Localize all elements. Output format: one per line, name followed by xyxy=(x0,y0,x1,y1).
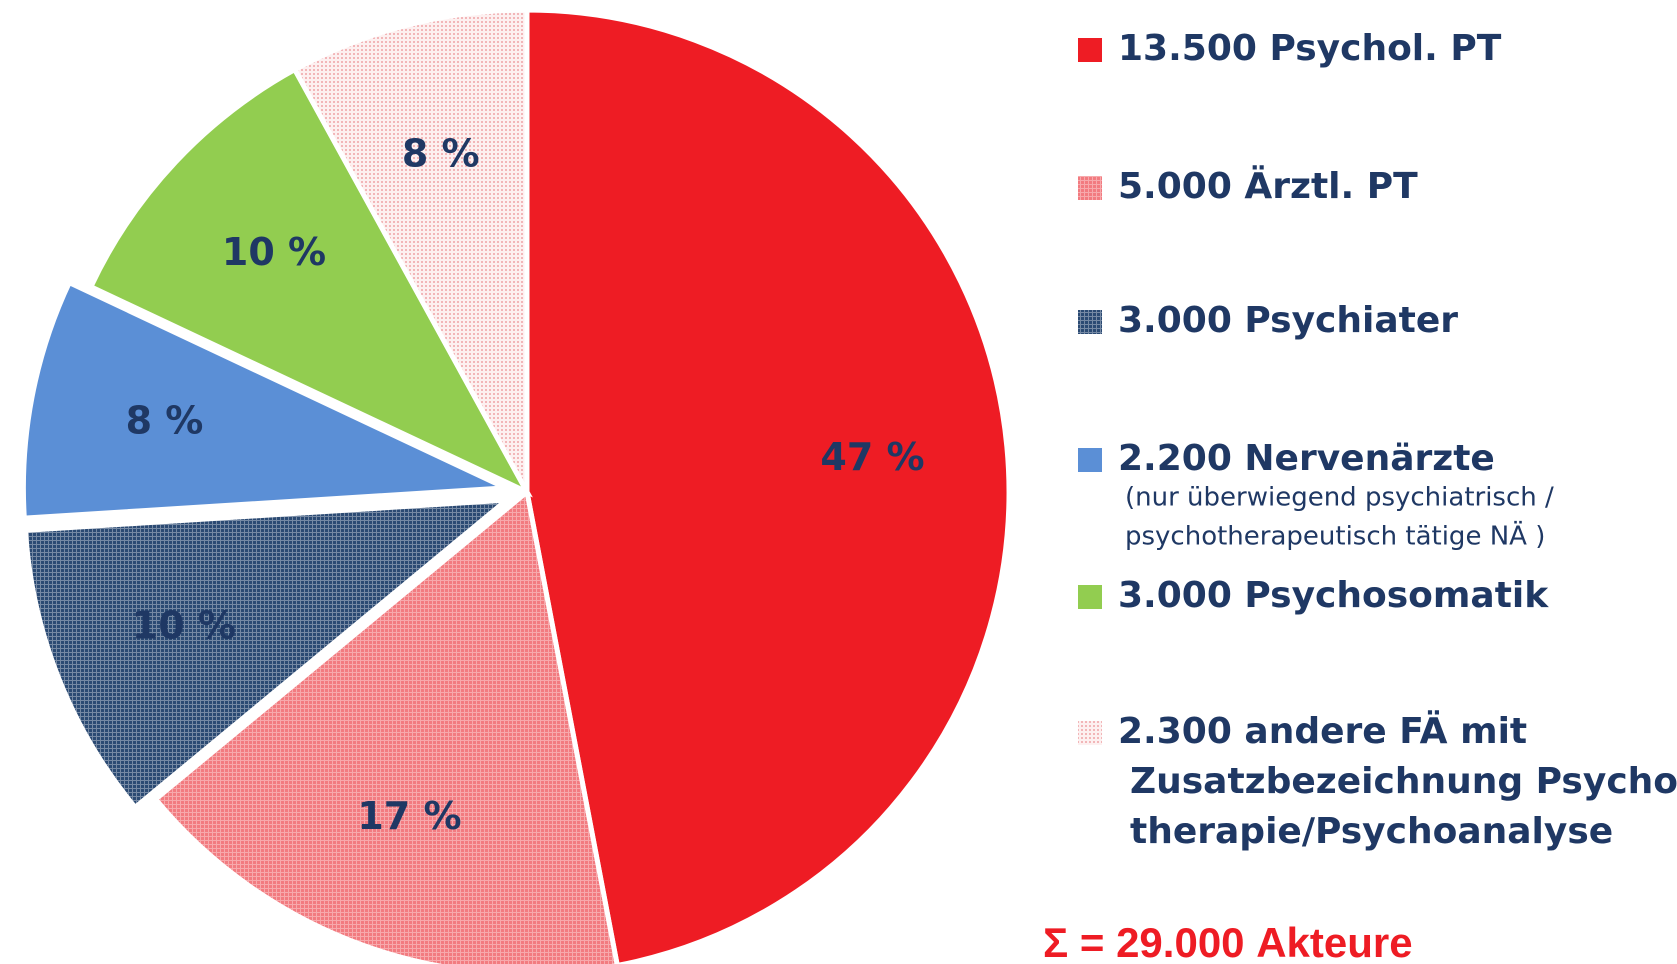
legend-label: 2.300 andere FÄ mit xyxy=(1118,710,1527,752)
legend-label: 13.500 Psychol. PT xyxy=(1118,28,1502,69)
pie-slice xyxy=(152,487,620,964)
pie-slice xyxy=(291,7,530,494)
slice-label: 10 % xyxy=(132,603,236,647)
slice-label: 8 % xyxy=(402,131,480,175)
pie-slice xyxy=(87,66,533,498)
pie-slice xyxy=(20,279,507,521)
legend-swatch xyxy=(1078,585,1102,609)
legend-swatch xyxy=(1078,38,1102,62)
legend-label: 3.000 Psychosomatik xyxy=(1118,575,1549,616)
slice-label: 10 % xyxy=(222,230,326,274)
legend-note: psychotherapeutisch tätige NÄ ) xyxy=(1125,520,1545,552)
slice-label: 17 % xyxy=(357,794,461,838)
slice-label: 8 % xyxy=(126,398,204,442)
slice-label: 47 % xyxy=(820,435,924,479)
pie-slice xyxy=(22,497,515,811)
legend-swatch xyxy=(1078,176,1102,200)
pie-slice xyxy=(524,7,1012,964)
legend-label: therapie/Psychoanalyse xyxy=(1130,811,1613,852)
legend-label: Zusatzbezeichnung Psycho- xyxy=(1130,761,1677,802)
legend-swatch xyxy=(1078,310,1102,334)
legend-swatch xyxy=(1078,721,1102,745)
total-annotation: Σ = 29.000 Akteure xyxy=(1043,919,1413,964)
legend-swatch xyxy=(1078,448,1102,472)
legend-note: (nur überwiegend psychiatrisch / xyxy=(1125,483,1554,513)
legend-label: 2.200 Nervenärzte xyxy=(1118,438,1495,479)
legend-label: 3.000 Psychiater xyxy=(1118,300,1458,341)
legend-label: 5.000 Ärztl. PT xyxy=(1118,165,1418,207)
